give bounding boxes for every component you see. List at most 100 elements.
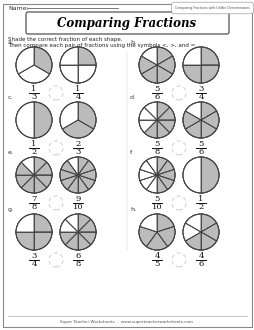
Text: 7: 7 [31,195,37,203]
FancyBboxPatch shape [26,12,228,34]
Wedge shape [138,56,156,74]
Circle shape [171,141,185,155]
Wedge shape [144,120,156,138]
Wedge shape [34,175,46,193]
Wedge shape [78,214,90,232]
Wedge shape [34,214,52,232]
Wedge shape [146,175,156,193]
Wedge shape [182,47,200,65]
Circle shape [49,253,63,267]
Circle shape [16,214,52,250]
Text: Name:: Name: [8,6,29,11]
Text: 5: 5 [198,140,203,148]
Circle shape [138,47,174,83]
Text: e.: e. [8,150,14,155]
Wedge shape [200,102,216,120]
Wedge shape [60,102,78,129]
Wedge shape [156,160,173,175]
Wedge shape [78,169,96,181]
Circle shape [60,214,96,250]
Wedge shape [60,65,78,83]
Wedge shape [138,107,156,120]
Text: 5: 5 [154,195,159,203]
Wedge shape [62,120,93,138]
Text: Super Teacher Worksheets  -  www.superteacherworksheets.com: Super Teacher Worksheets - www.superteac… [60,320,193,324]
Wedge shape [156,175,173,189]
Wedge shape [200,223,218,241]
Wedge shape [146,157,156,175]
Text: 2: 2 [198,203,203,211]
Text: 1: 1 [198,195,203,203]
Wedge shape [156,107,174,120]
Text: d.: d. [130,95,135,100]
Wedge shape [146,232,167,250]
Wedge shape [78,160,95,175]
Text: 8: 8 [75,260,80,268]
Text: 6: 6 [75,252,80,260]
Wedge shape [156,214,173,232]
Wedge shape [18,65,49,83]
Text: 4: 4 [75,93,81,101]
Wedge shape [78,175,95,189]
Wedge shape [78,65,96,83]
Text: 2: 2 [75,140,80,148]
Circle shape [49,86,63,100]
Wedge shape [34,157,46,175]
Wedge shape [141,65,156,83]
Wedge shape [60,219,78,232]
Text: 5: 5 [154,260,159,268]
Wedge shape [200,232,216,250]
Text: Comparing Fractions: Comparing Fractions [57,16,196,29]
Text: Comparing Fractions with Unlike Denominators: Comparing Fractions with Unlike Denomina… [174,6,249,10]
Wedge shape [138,120,156,133]
Wedge shape [200,111,218,129]
Wedge shape [34,232,52,250]
Wedge shape [34,102,52,138]
Text: 3: 3 [198,85,203,93]
Wedge shape [141,47,156,65]
Wedge shape [156,169,174,181]
Wedge shape [78,175,88,193]
Wedge shape [34,47,52,74]
Wedge shape [21,175,34,193]
Text: 4: 4 [197,252,203,260]
Wedge shape [138,169,156,181]
Wedge shape [78,232,90,250]
Circle shape [171,253,185,267]
Wedge shape [144,102,156,120]
Wedge shape [60,47,78,65]
Wedge shape [78,102,96,129]
Wedge shape [156,102,169,120]
Circle shape [182,157,218,193]
Circle shape [182,47,218,83]
Text: 1: 1 [75,85,80,93]
Text: f.: f. [130,150,133,155]
Text: 4: 4 [197,93,203,101]
Wedge shape [182,157,200,193]
Wedge shape [78,232,96,245]
Text: 3: 3 [31,93,37,101]
Wedge shape [61,160,78,175]
Wedge shape [185,214,200,232]
Circle shape [138,157,174,193]
Wedge shape [21,157,34,175]
Wedge shape [16,175,34,188]
Wedge shape [78,47,96,65]
Wedge shape [156,120,174,133]
Circle shape [171,196,185,210]
Text: 1: 1 [31,140,37,148]
Wedge shape [60,232,78,245]
Wedge shape [200,157,218,193]
Wedge shape [139,160,156,175]
Circle shape [138,102,174,138]
Circle shape [182,214,218,250]
Wedge shape [185,120,200,138]
Text: b.: b. [130,40,135,45]
Circle shape [16,102,52,138]
Text: 8: 8 [31,203,37,211]
Text: 6: 6 [154,93,159,101]
Text: 10: 10 [72,203,83,211]
Text: 6: 6 [198,260,203,268]
Wedge shape [78,219,96,232]
Wedge shape [16,47,34,74]
